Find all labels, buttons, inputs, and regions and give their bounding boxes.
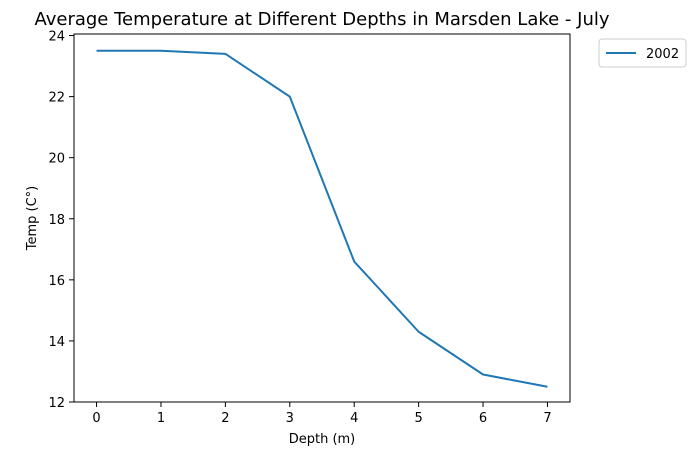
y-tick-label: 16 [48,274,65,289]
legend-label-2002: 2002 [646,47,679,62]
series-layer [96,49,548,388]
x-tick-label: 2 [221,411,229,426]
x-axis-label: Depth (m) [289,432,356,447]
plot-area [73,33,571,403]
x-tick-label: 5 [414,411,422,426]
y-tick-label: 24 [48,30,65,45]
chart-title: Average Temperature at Different Depths … [34,9,609,30]
legend-box [598,38,687,68]
legend: 2002 [598,38,687,68]
y-axis: 12 14 16 18 20 22 24 [48,30,74,411]
x-tick-label: 1 [157,411,165,426]
series-line-2002 [96,49,548,388]
y-tick-label: 20 [48,152,65,167]
x-tick-label: 3 [286,411,294,426]
x-tick-label: 7 [543,411,551,426]
x-axis: 0 1 2 3 4 5 6 7 [92,402,552,426]
y-tick-label: 14 [48,335,65,350]
y-tick-label: 12 [48,396,65,411]
y-tick-label: 18 [48,213,65,228]
x-tick-label: 0 [92,411,100,426]
y-axis-label: Temp (C°) [25,186,40,252]
y-tick-label: 22 [48,91,65,106]
x-tick-label: 4 [350,411,358,426]
x-tick-label: 6 [479,411,487,426]
